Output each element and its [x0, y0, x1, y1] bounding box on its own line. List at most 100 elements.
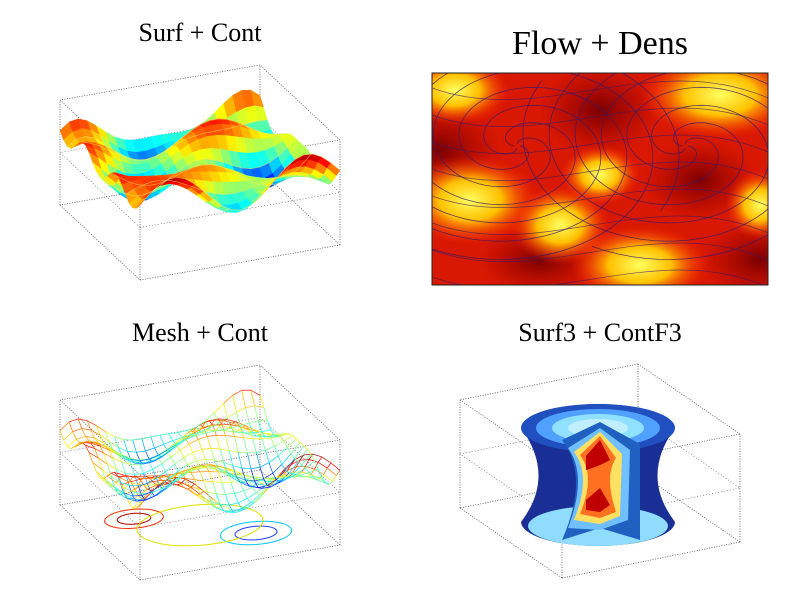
contour-line	[219, 520, 293, 546]
mesh-line	[223, 467, 233, 471]
mesh-line	[112, 457, 117, 470]
mesh-line	[187, 464, 192, 470]
mesh-line	[154, 489, 164, 497]
mesh-line	[261, 431, 266, 438]
mesh-line	[256, 434, 261, 437]
mesh-line	[101, 469, 112, 477]
mesh-line	[241, 467, 251, 470]
mesh-line	[105, 479, 115, 488]
mesh-line	[325, 482, 330, 485]
mesh-line	[296, 473, 301, 476]
mesh-line	[154, 447, 159, 456]
mesh-line	[136, 450, 146, 453]
mesh-line	[250, 429, 255, 433]
mesh-line	[147, 484, 157, 490]
mesh-line	[279, 480, 284, 483]
mesh-line	[219, 420, 224, 426]
mesh-line	[254, 405, 259, 422]
mesh-line	[289, 472, 293, 475]
mesh-line	[89, 440, 99, 444]
panel-title: Surf + Cont	[138, 18, 262, 47]
mesh-line	[158, 449, 168, 456]
mesh-line	[78, 418, 88, 422]
mesh-line	[303, 445, 308, 450]
mesh-line	[112, 482, 117, 487]
mesh-line	[110, 476, 115, 488]
mesh-line	[241, 502, 252, 509]
mesh-line	[256, 479, 261, 484]
mesh-line	[116, 477, 121, 483]
mesh-line	[72, 431, 77, 440]
mesh-line	[72, 428, 82, 433]
mesh-line	[305, 460, 315, 469]
mesh-line	[206, 436, 212, 449]
mesh-line	[150, 454, 161, 460]
mesh-line	[236, 412, 241, 426]
mesh-line	[132, 440, 137, 453]
mesh-line	[119, 481, 130, 486]
mesh-line	[250, 389, 261, 396]
mesh-line	[243, 437, 253, 440]
mesh-line	[321, 477, 326, 484]
mesh-line	[185, 469, 195, 475]
mesh-line	[96, 471, 106, 480]
mesh-line	[290, 476, 295, 478]
mesh-line	[283, 440, 288, 448]
streamline	[591, 73, 768, 260]
mesh-line	[241, 425, 246, 428]
mesh-line	[203, 480, 213, 483]
mesh-line	[145, 495, 155, 501]
mesh-line	[217, 468, 223, 473]
mesh-line	[283, 435, 293, 442]
mesh-line	[212, 423, 222, 426]
mesh-line	[210, 419, 215, 426]
mesh-line	[223, 420, 233, 424]
mesh-line	[166, 452, 172, 458]
mesh-line	[245, 425, 255, 431]
mesh-line	[248, 422, 254, 434]
mesh-line	[159, 478, 170, 487]
mesh-line	[258, 419, 268, 422]
mesh-line	[150, 485, 161, 493]
box-edge	[259, 469, 341, 546]
mesh-line	[165, 446, 175, 455]
mesh-line	[172, 474, 183, 483]
mesh-line	[219, 448, 224, 463]
mesh-line	[312, 476, 317, 480]
mesh-line	[114, 472, 119, 477]
mesh-line	[239, 481, 250, 487]
mesh-line	[263, 407, 268, 421]
mesh-line	[92, 462, 97, 472]
mesh-line	[223, 462, 228, 473]
mesh-line	[125, 488, 135, 495]
mesh-line	[250, 390, 255, 406]
mesh-line	[296, 438, 301, 443]
mesh-line	[167, 480, 177, 489]
mesh-line	[87, 420, 97, 427]
mesh-line	[196, 420, 206, 428]
mesh-line	[139, 458, 150, 462]
mesh-line	[188, 432, 199, 438]
mesh-line	[141, 438, 146, 452]
mesh-line	[97, 457, 108, 465]
mesh-line	[261, 429, 271, 433]
mesh-line	[70, 442, 81, 449]
mesh-line	[116, 469, 121, 483]
mesh-line	[227, 419, 237, 423]
mesh-line	[177, 482, 183, 486]
mesh-line	[196, 494, 206, 502]
mesh-line	[77, 418, 83, 429]
mesh-line	[185, 478, 195, 485]
streamline	[432, 104, 602, 224]
mesh-line	[63, 431, 73, 441]
mesh-line	[172, 437, 183, 446]
mesh-line	[326, 462, 332, 469]
mesh-line	[167, 444, 177, 451]
mesh-line	[150, 436, 155, 449]
mesh-line	[121, 492, 132, 499]
mesh-line	[243, 490, 248, 499]
mesh-line	[183, 457, 188, 466]
mesh-line	[290, 453, 295, 459]
mesh-line	[256, 449, 266, 453]
mesh-line	[254, 476, 259, 480]
